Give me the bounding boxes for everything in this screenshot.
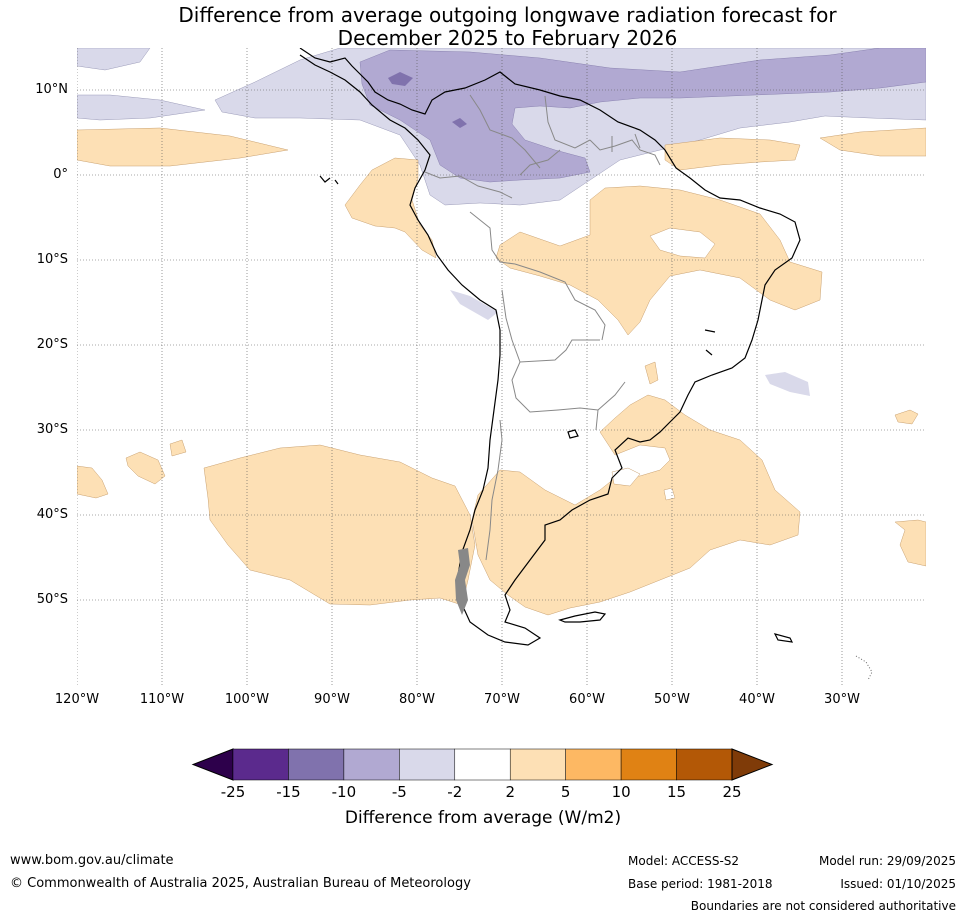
colorbar-segment xyxy=(620,748,677,781)
anomaly-dark-purple-spot-1 xyxy=(388,72,413,86)
lon-label-60w: 60°W xyxy=(569,692,605,707)
lon-label-70w: 70°W xyxy=(484,692,520,707)
tan-pacific-west xyxy=(77,465,109,499)
lat-label-20s: 20°S xyxy=(36,337,68,352)
colorbar-segment xyxy=(399,748,456,781)
lon-label-50w: 50°W xyxy=(654,692,690,707)
lon-label-100w: 100°W xyxy=(224,692,270,707)
anomaly-dark-purple-spot-2 xyxy=(452,118,467,128)
footer-model-run: Model run: 29/09/2025 xyxy=(818,854,956,868)
tan-pacific-blob-1 xyxy=(125,451,166,485)
colorbar-tick-label: 5 xyxy=(560,783,571,801)
colorbar-tick-label: 10 xyxy=(611,783,631,801)
title-line-2: December 2025 to February 2026 xyxy=(337,26,678,50)
lon-label-80w: 80°W xyxy=(399,692,435,707)
tan-rio-de-la-plata xyxy=(471,394,801,616)
lon-label-40w: 40°W xyxy=(739,692,775,707)
south-georgia-dots xyxy=(855,655,873,681)
colorbar-extend-min xyxy=(191,748,234,781)
gridlines xyxy=(77,48,926,685)
lat-label-40s: 40°S xyxy=(36,507,68,522)
country-borders xyxy=(424,94,661,561)
footer-base-period: Base period: 1981-2018 xyxy=(628,877,773,891)
anomaly-gap-argentina xyxy=(663,487,676,501)
colorbar-tick-label: -2 xyxy=(447,783,463,801)
colorbar-tick-label: -5 xyxy=(391,783,407,801)
colorbar xyxy=(191,748,774,781)
lon-label-90w: 90°W xyxy=(314,692,350,707)
colorbar-extend-max xyxy=(731,748,774,781)
colorbar-segment xyxy=(288,748,345,781)
lat-label-0: 0° xyxy=(53,167,68,182)
tan-south-atlantic-small xyxy=(894,409,919,425)
footer-issued: Issued: 01/10/2025 xyxy=(840,877,956,891)
anomaly-gap-brazil xyxy=(649,227,716,259)
anomaly-light-purple-patch-atlantic xyxy=(765,372,810,396)
tan-central-atlantic xyxy=(819,127,926,157)
tan-ecuador-coast xyxy=(344,157,437,259)
colorbar-segment xyxy=(232,748,289,781)
tan-equatorial-pacific xyxy=(77,127,289,167)
tan-southeast-pacific xyxy=(203,444,476,606)
colorbar-segment xyxy=(509,748,566,781)
colorbar-segment xyxy=(565,748,622,781)
colorbar-tick-label: -10 xyxy=(331,783,357,801)
map-title: Difference from average outgoing longwav… xyxy=(0,4,965,50)
lat-label-30s: 30°S xyxy=(36,422,68,437)
lat-label-50s: 50°S xyxy=(36,592,68,607)
colorbar-tick-label: -25 xyxy=(220,783,246,801)
colorbar-tick-label: 2 xyxy=(505,783,515,801)
lon-label-30w: 30°W xyxy=(824,692,860,707)
colorbar-segment xyxy=(454,748,511,781)
footer-model: Model: ACCESS-S2 xyxy=(628,854,740,868)
chile-archipelago xyxy=(455,548,470,615)
title-line-1: Difference from average outgoing longwav… xyxy=(178,3,837,27)
colorbar-tick-label: -15 xyxy=(276,783,301,801)
tan-pacific-blob-2 xyxy=(169,439,187,457)
tan-guianas xyxy=(664,137,801,171)
lon-label-120w: 120°W xyxy=(54,692,100,707)
tan-amazon-brazil xyxy=(495,185,823,336)
colorbar-segment xyxy=(676,748,733,781)
anomaly-gap-uruguay xyxy=(611,467,641,487)
coastlines xyxy=(299,48,801,646)
lat-label-10s: 10°S xyxy=(36,252,68,267)
footer-website[interactable]: www.bom.gov.au/climate xyxy=(10,853,174,868)
colorbar-tick-label: 15 xyxy=(667,783,687,801)
lat-label-10n: 10°N xyxy=(35,82,68,97)
footer-copyright: © Commonwealth of Australia 2025, Austra… xyxy=(10,876,471,891)
map-panel xyxy=(77,48,926,685)
tan-south-atlantic-east xyxy=(894,519,926,567)
lon-label-110w: 110°W xyxy=(139,692,185,707)
colorbar-label: Difference from average (W/m2) xyxy=(344,808,622,828)
anomaly-tan-regions xyxy=(77,127,926,616)
colorbar-tick-label: 25 xyxy=(722,783,742,801)
footer-disclaimer: Boundaries are not considered authoritat… xyxy=(690,899,956,913)
tan-brazil-inland xyxy=(644,361,659,385)
colorbar-segment xyxy=(343,748,400,781)
anomaly-light-purple-patch-pacific xyxy=(450,290,498,320)
